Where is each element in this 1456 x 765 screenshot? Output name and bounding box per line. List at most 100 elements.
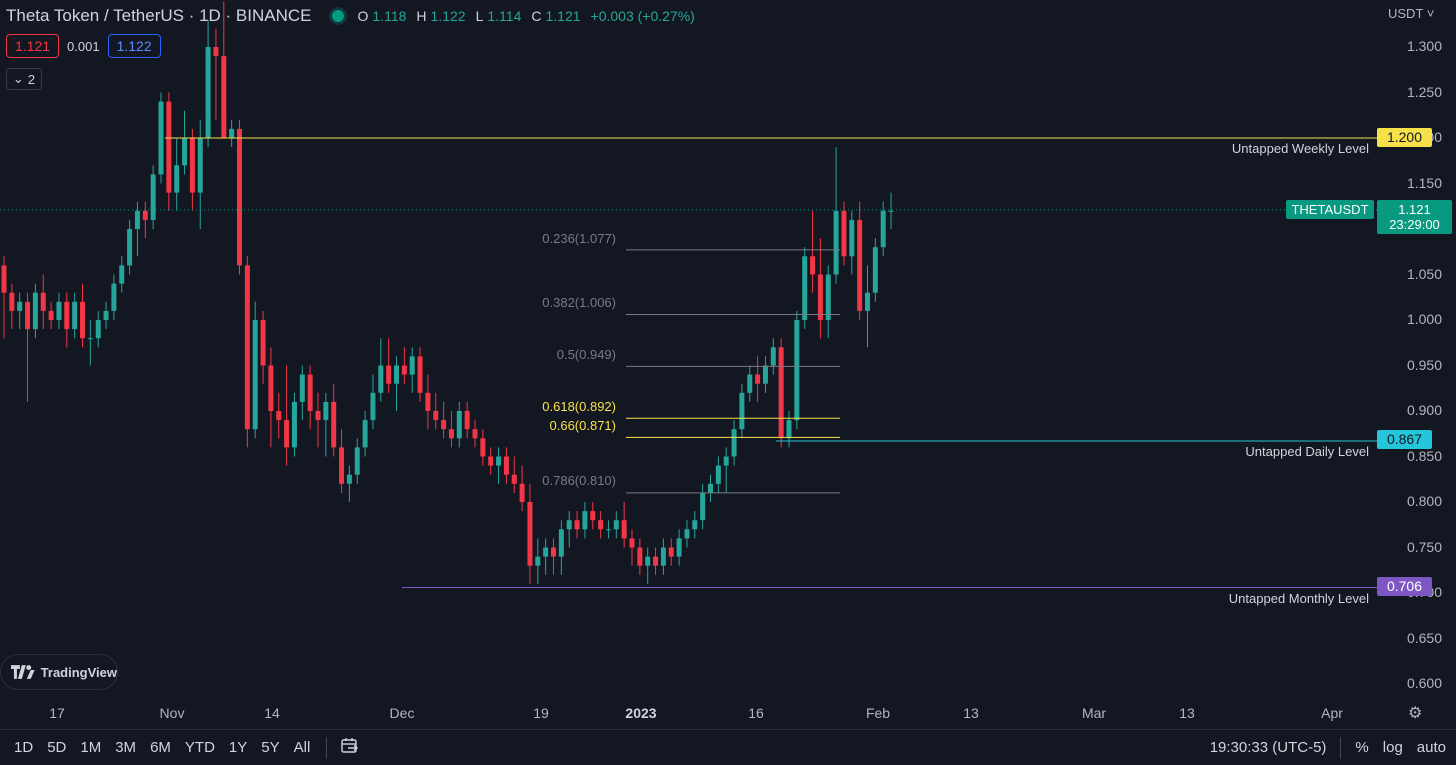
timeframe-3m[interactable]: 3M — [115, 739, 137, 756]
time-axis-tick: 17 — [49, 705, 65, 721]
time-axis-tick: 2023 — [625, 705, 657, 721]
candle-body — [1, 265, 7, 293]
candle-body — [472, 429, 478, 439]
candle-body — [276, 411, 282, 421]
timeframe-1y[interactable]: 1Y — [228, 739, 248, 756]
percent-scale-toggle[interactable]: % — [1355, 739, 1369, 756]
candle-body — [653, 556, 659, 566]
indicators-toggle-button[interactable]: ⌄ 2 — [6, 68, 42, 90]
candle-body — [182, 138, 188, 166]
candle-body — [598, 520, 604, 530]
auto-scale-toggle[interactable]: auto — [1416, 739, 1446, 756]
candle-body — [511, 474, 517, 484]
daily-level-label: Untapped Daily Level — [1245, 444, 1369, 459]
ohlc-low-key: L — [475, 8, 484, 24]
candle-body — [370, 392, 376, 421]
levels-layer — [0, 137, 1377, 589]
weekly-level-price-tag: 1.200 — [1377, 128, 1432, 147]
candle-body — [464, 411, 470, 430]
sell-button[interactable]: 1.121 — [6, 34, 60, 58]
price-axis-tick: 0.850 — [1406, 447, 1442, 464]
candle-body — [64, 301, 70, 330]
buy-button[interactable]: 1.122 — [107, 34, 161, 58]
candle-body — [448, 429, 454, 439]
clock-timezone[interactable]: 19:30:33 (UTC-5) — [1209, 739, 1327, 756]
candle-body — [244, 265, 250, 430]
candle-body — [189, 138, 195, 193]
ohlc-change: +0.003 (+0.27%) — [590, 8, 695, 24]
time-axis-tick: 19 — [533, 705, 549, 721]
timeframe-ytd[interactable]: YTD — [184, 739, 215, 756]
timeframe-5d[interactable]: 5D — [47, 739, 67, 756]
time-axis-tick: Apr — [1321, 705, 1343, 721]
candle-body — [637, 547, 643, 566]
price-axis-tick: 1.000 — [1406, 311, 1442, 327]
candle-body — [17, 301, 23, 311]
candle-body — [32, 292, 38, 330]
candle-body — [660, 547, 666, 566]
fib-label-05: 0.5(0.949) — [556, 347, 616, 362]
timeframe-6m[interactable]: 6M — [150, 739, 171, 756]
candle-body — [676, 538, 682, 557]
candle-body — [119, 265, 125, 284]
timeframe-5y[interactable]: 5Y — [261, 739, 280, 756]
candle-body — [260, 320, 266, 366]
candle-body — [770, 347, 776, 366]
time-axis-tick: 13 — [963, 705, 979, 721]
time-axis-tick: 14 — [264, 705, 280, 721]
candle-body — [354, 447, 360, 475]
fib-label-066: 0.66(0.871) — [549, 418, 617, 433]
candle-body — [25, 301, 31, 330]
fib-label-0786: 0.786(0.810) — [542, 473, 616, 488]
time-axis-tick: 13 — [1179, 705, 1195, 721]
candle-body — [205, 47, 211, 138]
gear-icon[interactable]: ⚙ — [1408, 705, 1423, 722]
time-axis-tick: Mar — [1081, 705, 1107, 721]
candle-body — [394, 365, 399, 384]
price-axis-tick: 1.150 — [1406, 174, 1442, 191]
candle-body — [613, 520, 619, 530]
candle-body — [817, 274, 823, 320]
timeframe-1d[interactable]: 1D — [14, 739, 34, 756]
candle-body — [323, 401, 329, 421]
candle-body — [237, 128, 242, 266]
timeframe-1m[interactable]: 1M — [80, 739, 102, 756]
candle-body — [503, 456, 509, 475]
candle-body — [700, 492, 706, 521]
candle-body — [346, 474, 352, 484]
candle-body — [888, 210, 894, 212]
tradingview-logo[interactable]: TradingView — [0, 654, 118, 690]
candle-body — [72, 301, 78, 330]
candle-body — [111, 283, 117, 311]
price-axis-tick: 0.750 — [1406, 538, 1442, 555]
daily-level-price-tag: 0.867 — [1377, 430, 1432, 449]
candle-body — [40, 292, 46, 311]
candle-body — [127, 229, 133, 266]
candle-body — [409, 356, 415, 375]
candle-body — [331, 401, 337, 448]
price-axis-tick: 1.250 — [1406, 83, 1442, 100]
candle-body — [755, 374, 761, 384]
currency-label: USDT — [1388, 6, 1424, 21]
candle-body — [496, 456, 502, 466]
candle-body — [386, 365, 392, 384]
candle-body — [849, 219, 855, 257]
candle-body — [229, 128, 235, 138]
monthly-level-label: Untapped Monthly Level — [1228, 591, 1369, 606]
ohlc-open-key: O — [357, 8, 369, 24]
time-axis-tick: Feb — [865, 705, 891, 721]
price-axis-tick: 1.300 — [1406, 38, 1442, 54]
candle-body — [629, 538, 635, 548]
timeframe-all[interactable]: All — [293, 739, 311, 756]
candle-body — [668, 547, 674, 557]
price-axis-tick: 0.900 — [1406, 402, 1442, 418]
symbol-title[interactable]: Theta Token / TetherUS · 1D · BINANCE — [6, 6, 312, 25]
calendar-go-icon — [341, 737, 359, 753]
date-range-icon[interactable] — [341, 737, 359, 758]
log-scale-toggle[interactable]: log — [1382, 739, 1403, 756]
candle-body — [527, 502, 533, 566]
currency-selector[interactable]: USDT ˅ — [1388, 6, 1435, 21]
price-axis-tick: 0.950 — [1406, 356, 1442, 373]
